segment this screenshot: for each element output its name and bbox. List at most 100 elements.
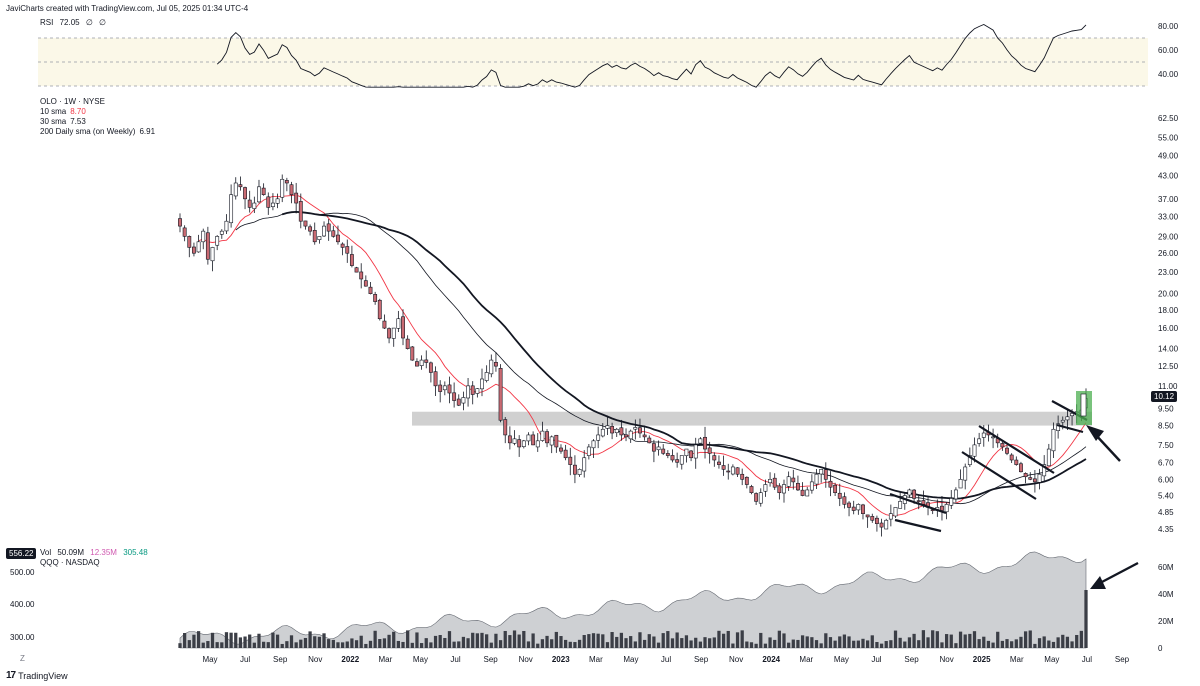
candle[interactable] (428, 361, 433, 383)
candle[interactable] (507, 426, 512, 450)
candle[interactable] (805, 486, 810, 497)
candle[interactable] (837, 483, 842, 507)
candle[interactable] (572, 455, 577, 484)
candle[interactable] (224, 214, 229, 234)
candle[interactable] (726, 463, 731, 480)
candle[interactable] (182, 225, 187, 242)
candle[interactable] (1037, 468, 1042, 490)
price-legend[interactable]: OLO · 1W · NYSE 10 sma 8.70 30 sma 7.53 20… (40, 97, 155, 137)
candle[interactable] (782, 479, 786, 503)
candle[interactable] (405, 335, 410, 350)
candle[interactable] (559, 444, 563, 454)
candle[interactable] (809, 474, 814, 494)
candle[interactable] (345, 239, 350, 263)
candle[interactable] (512, 430, 517, 446)
candle[interactable] (902, 493, 907, 510)
candle[interactable] (1000, 441, 1005, 451)
candle[interactable] (703, 426, 707, 459)
candle[interactable] (1019, 461, 1023, 473)
candle[interactable] (791, 469, 796, 490)
candle[interactable] (233, 177, 238, 200)
candle[interactable] (693, 437, 698, 469)
volume-legend[interactable]: Vol 50.09M 12.35M 305.48 QQQ · NASDAQ (40, 548, 148, 568)
candle[interactable] (275, 193, 280, 209)
candle[interactable] (554, 434, 559, 453)
candle[interactable] (187, 235, 192, 258)
candle[interactable] (647, 435, 652, 444)
candle[interactable] (689, 449, 694, 462)
candle[interactable] (749, 484, 754, 495)
candle[interactable] (819, 469, 824, 483)
candle[interactable] (475, 388, 480, 398)
candle[interactable] (354, 266, 359, 273)
candle[interactable] (563, 444, 568, 461)
candle[interactable] (1056, 415, 1061, 439)
candle[interactable] (205, 226, 210, 265)
candle[interactable] (219, 229, 224, 239)
candle[interactable] (545, 429, 549, 448)
candle[interactable] (740, 468, 745, 486)
candle[interactable] (754, 492, 759, 505)
candle[interactable] (387, 327, 392, 344)
candle[interactable] (619, 419, 624, 441)
candle[interactable] (391, 327, 396, 347)
candle[interactable] (940, 496, 944, 521)
candle[interactable] (261, 183, 266, 196)
candle[interactable] (470, 381, 475, 405)
candle[interactable] (349, 245, 354, 268)
candle[interactable] (665, 450, 670, 459)
candle[interactable] (1051, 422, 1056, 459)
candle[interactable] (768, 472, 772, 487)
candle[interactable] (498, 364, 503, 423)
candles[interactable] (178, 174, 1088, 537)
candle[interactable] (368, 281, 373, 295)
candle[interactable] (298, 193, 303, 229)
candle[interactable] (916, 494, 921, 510)
candle[interactable] (456, 394, 461, 407)
candle[interactable] (326, 219, 331, 241)
candle[interactable] (210, 246, 215, 272)
candle[interactable] (489, 354, 494, 378)
candle[interactable] (638, 418, 642, 438)
candle[interactable] (1046, 443, 1051, 467)
candle[interactable] (396, 310, 401, 332)
candle[interactable] (972, 437, 977, 463)
candle[interactable] (893, 507, 898, 518)
candle[interactable] (758, 488, 763, 507)
candle[interactable] (438, 380, 443, 403)
candle[interactable] (1028, 472, 1033, 481)
candle[interactable] (582, 450, 587, 478)
candle[interactable] (303, 220, 308, 230)
candle[interactable] (684, 448, 689, 463)
candle[interactable] (526, 432, 531, 446)
candle[interactable] (865, 514, 870, 528)
candle[interactable] (452, 382, 457, 408)
candle[interactable] (289, 181, 294, 204)
candle[interactable] (879, 518, 884, 537)
candle[interactable] (991, 428, 996, 449)
candle[interactable] (717, 455, 721, 469)
candle[interactable] (549, 435, 554, 454)
candle[interactable] (535, 433, 540, 452)
candle[interactable] (257, 179, 261, 204)
candle[interactable] (1009, 453, 1014, 464)
candle[interactable] (944, 502, 949, 520)
candle[interactable] (229, 184, 234, 228)
candle[interactable] (480, 368, 484, 397)
candle[interactable] (735, 467, 740, 478)
candle[interactable] (568, 447, 573, 476)
rsi-legend[interactable]: RSI 72.05 ∅ ∅ (40, 18, 106, 28)
candle[interactable] (410, 346, 415, 361)
candle[interactable] (243, 186, 247, 210)
candle[interactable] (1032, 470, 1037, 493)
candle[interactable] (624, 428, 628, 442)
candle[interactable] (238, 176, 243, 191)
candle[interactable] (823, 462, 828, 488)
candle[interactable] (591, 439, 596, 459)
candle[interactable] (494, 352, 498, 372)
candle[interactable] (874, 515, 879, 532)
candle[interactable] (531, 431, 536, 446)
candle[interactable] (1042, 455, 1047, 482)
candle[interactable] (633, 419, 638, 440)
